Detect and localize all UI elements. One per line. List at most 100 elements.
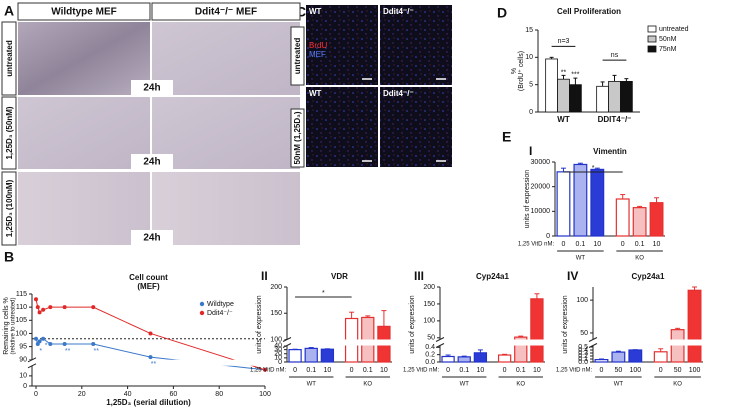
break-mark (27, 357, 37, 363)
y-axis-title: (BrdU⁺ cells) (518, 51, 525, 91)
micrograph (152, 97, 300, 169)
data-point (48, 341, 53, 346)
bar (556, 171, 571, 237)
bar (596, 85, 609, 113)
legend-label: untreated (659, 26, 689, 33)
y-tick-label: 0.0 (578, 359, 588, 366)
data-point (34, 297, 38, 302)
fluorescence-image (306, 87, 378, 167)
column-header: Wildtype MEF (51, 7, 116, 18)
x-prefix: 1,25 VitD nM: (556, 368, 593, 374)
legend-swatch (647, 25, 657, 33)
x-tick-label: 40 (124, 391, 132, 398)
time-label: 24h (143, 157, 160, 168)
data-point (34, 336, 38, 341)
data-point (62, 305, 67, 310)
y-tick-label: 0.5 (578, 344, 588, 351)
y-tick-label: 100 (423, 318, 435, 325)
y-tick-label: 105 (15, 317, 27, 324)
bar (573, 163, 588, 237)
annotation: * (45, 343, 48, 350)
x-tick-label: 20 (78, 391, 86, 398)
x-prefix: 1,25 VitD nM: (250, 368, 287, 374)
x-axis-title: 1,25D₃ (serial dilution) (106, 398, 191, 407)
row-header: untreated (5, 40, 14, 77)
micrograph (18, 172, 150, 245)
time-label-box (131, 154, 173, 169)
bar (473, 352, 488, 363)
group-label: KO (673, 382, 682, 388)
y-tick-label: 40 (274, 342, 282, 349)
y-tick-label: 100 (576, 297, 588, 304)
bar (288, 349, 302, 363)
legend-label: Wildtype (207, 301, 234, 308)
column-header: Ddit4⁻/⁻ MEF (195, 7, 257, 18)
data-point (148, 331, 153, 336)
annotation: * (39, 348, 42, 355)
y-tick-label: 0.0 (425, 359, 435, 366)
chart-title: Cell Proliferation (557, 7, 621, 16)
y-tick-label: 10 (525, 54, 533, 61)
y-tick-label: 100 (15, 330, 27, 337)
x-tick-label: 50 (674, 367, 682, 374)
row-header-box (1, 171, 17, 246)
axis-break (436, 339, 547, 346)
micrograph (152, 172, 300, 245)
row-header-box (1, 96, 17, 170)
x-tick-label: 0 (503, 367, 507, 374)
y-tick-label: 0 (278, 359, 282, 366)
bar (687, 289, 702, 363)
x-tick-label: 0.1 (635, 241, 645, 248)
fluorescence-image (380, 5, 452, 85)
axis-break (28, 359, 267, 366)
y-tick-label: 0.2 (578, 353, 588, 360)
chart-title: Cyp24a1 (632, 272, 665, 281)
y-tick-label: 50 (427, 335, 435, 342)
bar (628, 349, 643, 363)
bar (545, 58, 558, 113)
legend-swatch (647, 45, 657, 53)
group-label: WT (460, 382, 470, 388)
y-axis-title: units of expression (256, 295, 263, 353)
x-tick-label: 10 (593, 241, 601, 248)
chart-title: Cell count (129, 273, 168, 282)
y-tick-label: 50 (580, 330, 588, 337)
annotation: * (322, 290, 325, 297)
axis-break (589, 339, 705, 346)
y-tick-label: 0.2 (425, 352, 435, 359)
y-tick-label: 30000 (531, 159, 551, 166)
time-label: 24h (143, 233, 160, 244)
y-axis-title: units of expression (409, 295, 416, 353)
y-tick-label: 10000 (531, 208, 551, 215)
y-tick-label: 0 (529, 109, 533, 116)
chart-subtitle: (MEF) (137, 282, 160, 291)
bar (608, 80, 621, 113)
break-mark (282, 337, 292, 342)
data-point (263, 367, 267, 372)
x-tick-label: 0 (446, 367, 450, 374)
fluorescence-image (306, 5, 378, 85)
panel-label: B (4, 249, 14, 265)
bar (304, 347, 318, 363)
stain-label: BrdU (309, 41, 327, 50)
legend-marker (199, 310, 205, 316)
time-label-box (131, 80, 173, 95)
y-tick-label: 0 (546, 233, 550, 240)
annotation: *** (571, 72, 579, 79)
x-tick-label: 10 (323, 367, 331, 374)
bar (441, 355, 455, 363)
x-prefix: 1,25 VitD nM: (403, 368, 440, 374)
y-tick-label: 20 (274, 351, 282, 358)
bar (653, 351, 668, 363)
x-tick-label: 100 (259, 391, 271, 398)
group-label: KO (516, 382, 525, 388)
bar (649, 202, 664, 237)
x-tick-label: 50 (614, 367, 622, 374)
x-tick-label: 0 (293, 367, 297, 374)
group-label: KO (635, 256, 644, 262)
chart-title: Cyp24a1 (476, 272, 509, 281)
group-label: WT (576, 256, 586, 262)
bar (611, 351, 626, 363)
fluorescence-image (380, 87, 452, 167)
data-point (62, 341, 67, 346)
